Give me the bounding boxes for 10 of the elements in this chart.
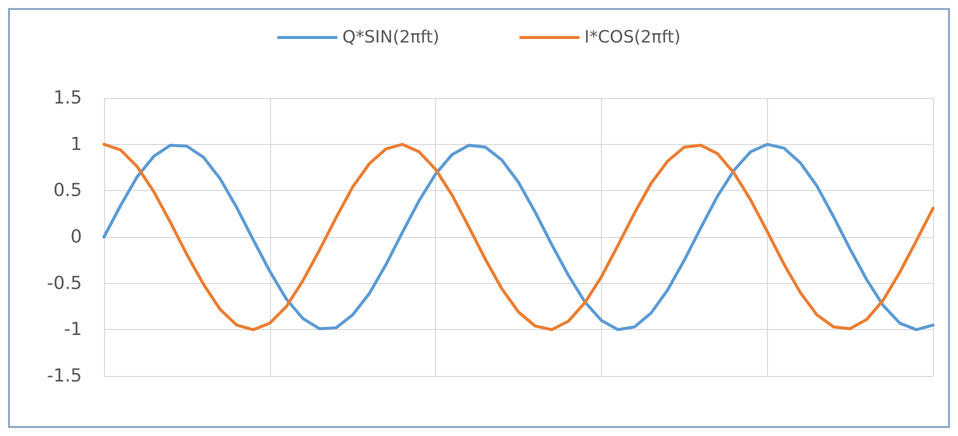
legend-label: Q*SIN(2πft) [342, 28, 440, 48]
y-tick-label: -1.5 [46, 366, 82, 386]
y-tick-label: 0.5 [53, 180, 82, 202]
y-tick-label: -0.5 [46, 272, 82, 294]
y-tick-label: -1 [64, 319, 82, 340]
y-tick-label: 0 [70, 226, 82, 248]
line-series [102, 142, 934, 332]
legend-label: I*COS(2πft) [584, 28, 681, 48]
y-tick-label: 1.5 [53, 88, 82, 108]
y-tick-label: 1 [70, 134, 82, 155]
